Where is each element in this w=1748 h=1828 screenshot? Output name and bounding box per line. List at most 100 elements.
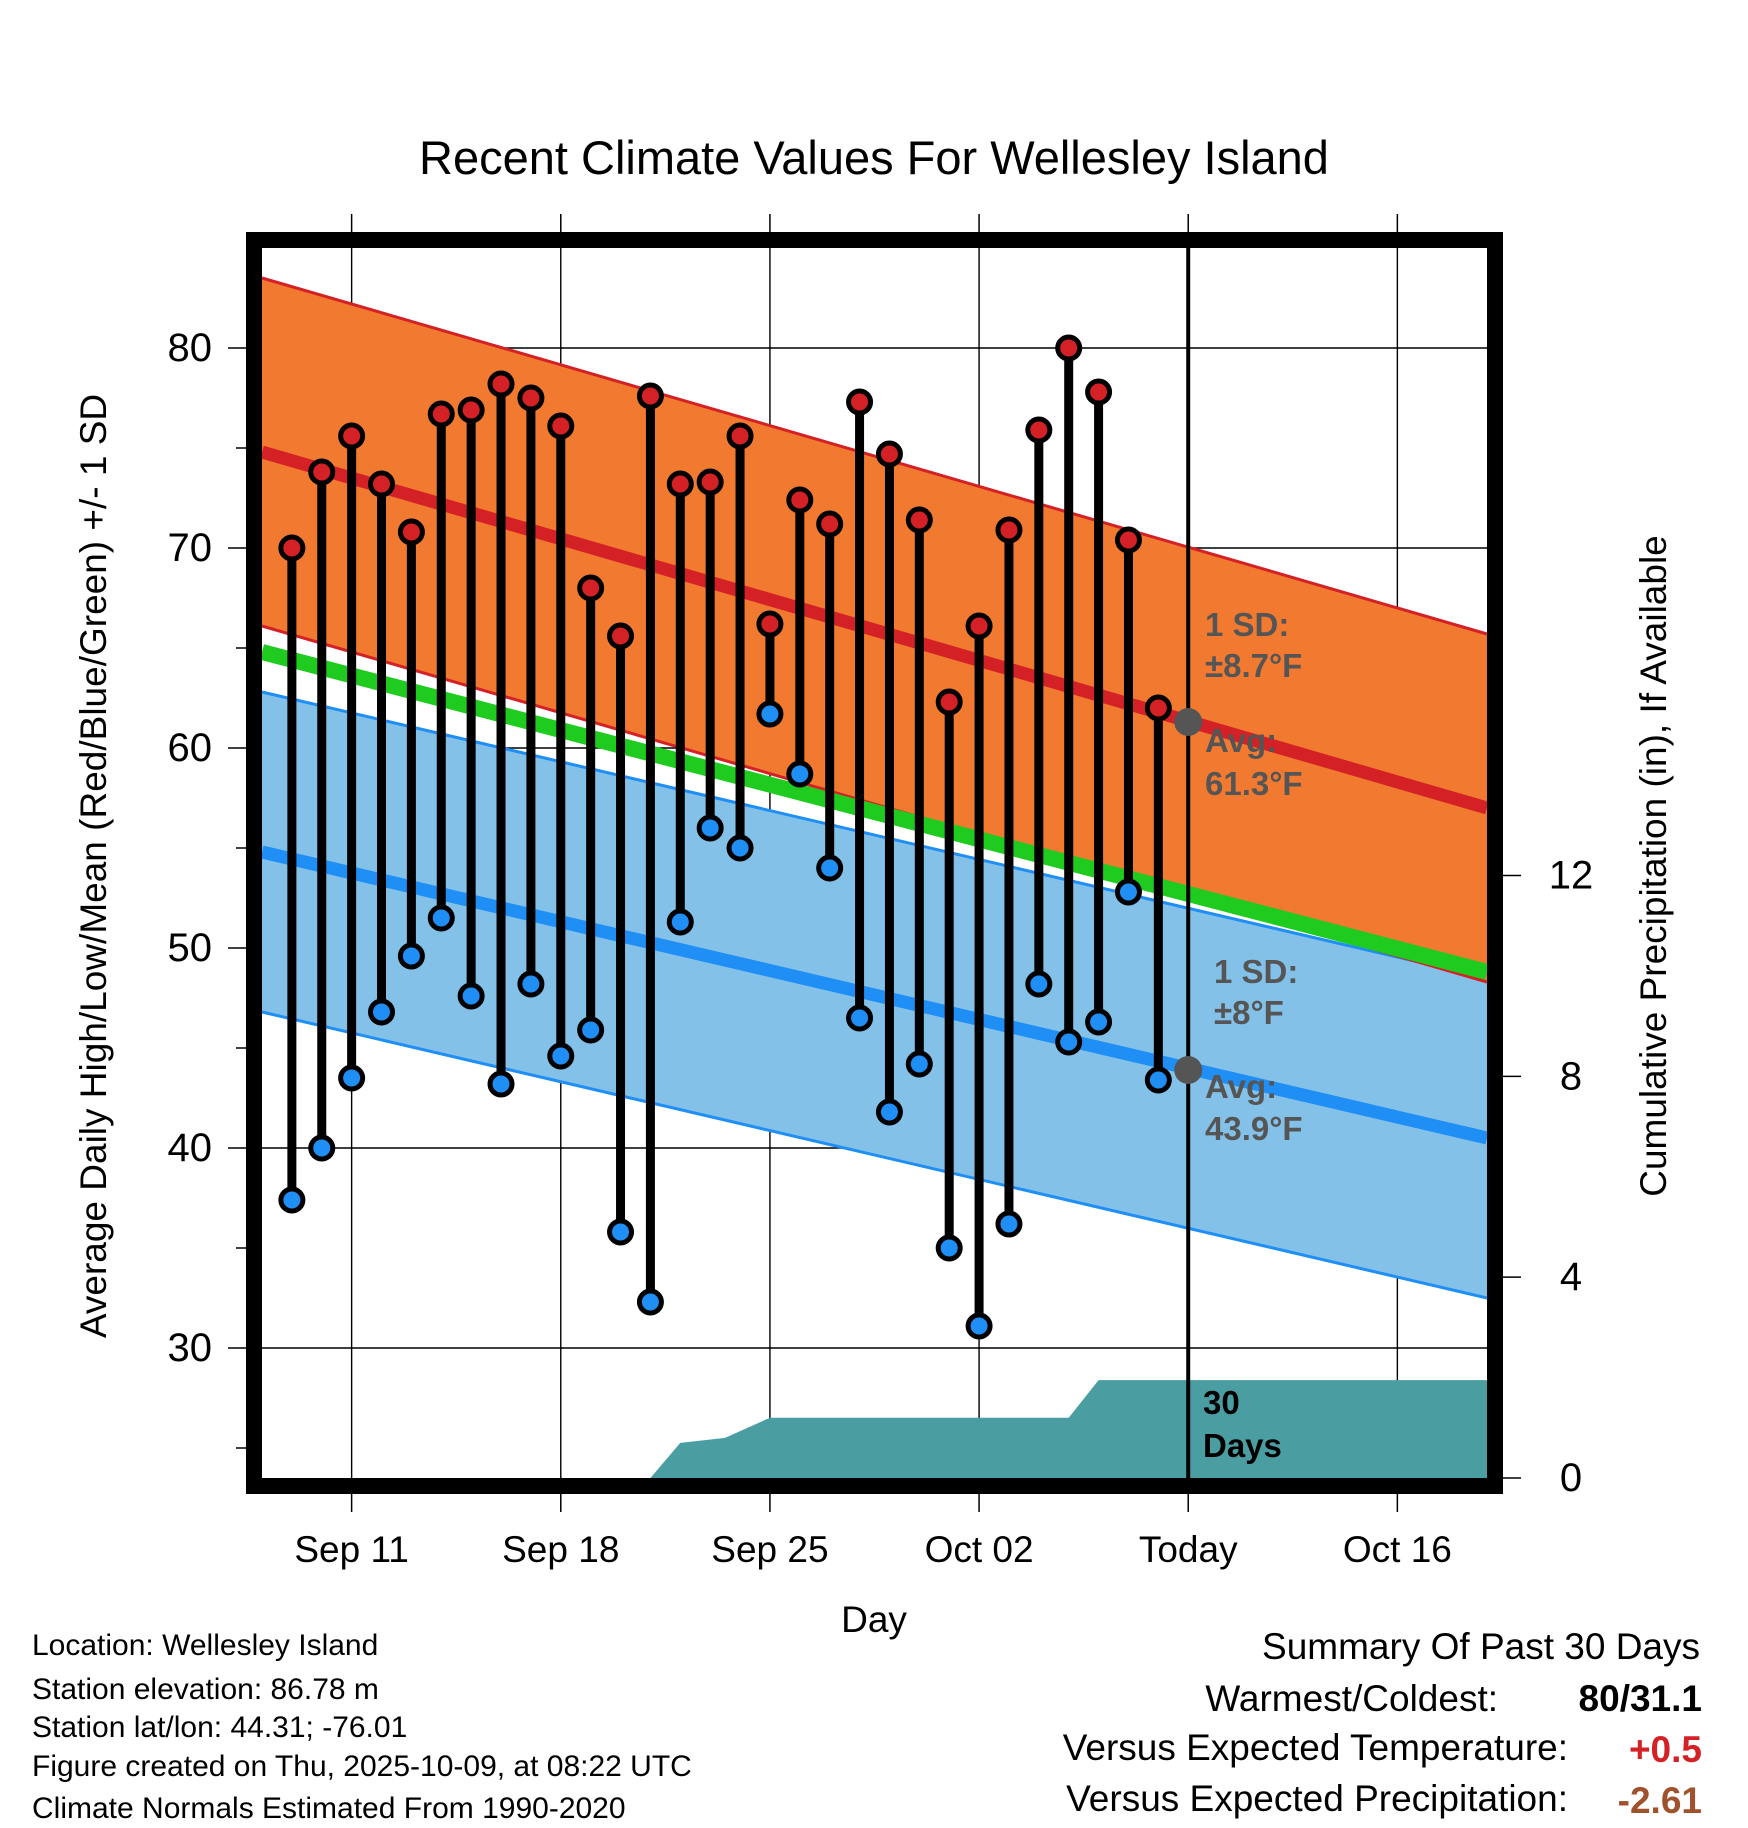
daily-high-point [547,412,575,440]
daily-low-point [905,1050,933,1078]
y-tick-label: 80 [168,326,213,370]
daily-low-point [487,1070,515,1098]
daily-high-point [1114,526,1142,554]
y2-tick-label: 4 [1560,1255,1582,1299]
warm-cold-label: Warmest/Coldest: [1205,1678,1498,1719]
daily-high-point [636,382,664,410]
axes: Sep 11 Sep 18 Sep 25 Oct 02 Today Oct 1630405… [168,214,1594,1570]
daily-low-point [696,814,724,842]
daily-low-point [875,1098,903,1126]
daily-low-point [1114,878,1142,906]
x-axis-title: Day [841,1599,907,1640]
summary-title: Summary Of Past 30 Days [1262,1626,1700,1667]
created-text: Figure created on Thu, 2025-10-09, at 08… [32,1750,692,1783]
precipitation-area [650,1380,1487,1478]
daily-high-point [816,510,844,538]
daily-high-point [487,370,515,398]
elevation-text: Station elevation: 86.78 m [32,1673,379,1706]
low-sd-value: ±8°F [1214,994,1284,1031]
x-tick-label: Sep 11 [294,1529,409,1570]
daily-low-point [786,760,814,788]
temp-vs-expected-label: Versus Expected Temperature: [1063,1727,1568,1768]
daily-low-point [666,908,694,936]
normal-low-line [260,845,1489,1145]
normal-bands [259,276,1490,1300]
x-tick-label: Oct 02 [925,1529,1034,1570]
warm-cold-value: 80/31.1 [1579,1678,1702,1719]
temp-vs-expected-value: +0.5 [1629,1729,1702,1770]
daily-high-point [368,470,396,498]
y2-tick-label: 12 [1549,854,1594,898]
y2-tick-label: 8 [1560,1054,1582,1098]
low-avg-label: Avg: [1205,1068,1277,1105]
daily-high-point [1085,378,1113,406]
daily-low-point [636,1288,664,1316]
y2-tick-label: 0 [1560,1456,1582,1500]
daily-high-point [577,574,605,602]
daily-low-point [846,1004,874,1032]
daily-low-point [577,1016,605,1044]
daily-high-point [278,534,306,562]
daily-high-point [786,486,814,514]
daily-high-point [1025,416,1053,444]
daily-high-point [995,516,1023,544]
daily-low-point [1055,1028,1083,1056]
daily-low-point [368,998,396,1026]
daily-low-point [995,1210,1023,1238]
low-sd-label: 1 SD: [1214,953,1298,990]
cumulative-precip-area [650,1380,1487,1478]
x-tick-label: Sep 25 [711,1529,828,1570]
y-tick-label: 50 [168,926,213,970]
plot-frame [246,232,1503,1494]
daily-low-point [517,970,545,998]
daily-low-point [278,1186,306,1214]
daily-low-point [338,1064,366,1092]
daily-high-point [726,422,754,450]
daily-high-point [935,688,963,716]
daily-high-point [457,396,485,424]
y-tick-label: 30 [168,1326,213,1370]
daily-high-point [666,470,694,498]
daily-low-point [308,1134,336,1162]
daily-low-point [397,942,425,970]
precip-vs-expected-value: -2.61 [1618,1780,1702,1821]
y-tick-label: 40 [168,1126,213,1170]
daily-high-point [1144,694,1172,722]
low-sd-band-upper-edge [261,690,1488,980]
daily-high-point [756,610,784,638]
daily-high-point [846,388,874,416]
high-sd-band-upper-edge [261,276,1488,636]
low-avg-value: 43.9°F [1205,1110,1303,1147]
daily-high-point [517,384,545,412]
high-sd-label: 1 SD: [1205,606,1289,643]
low-sd-band-lower-edge [261,1010,1488,1300]
y-tick-label: 60 [168,726,213,770]
daily-high-point [965,612,993,640]
daily-low-point [607,1218,635,1246]
daily-high-point [338,422,366,450]
chart-title: Recent Climate Values For Wellesley Isla… [419,131,1329,184]
daily-low-point [457,982,485,1010]
observed-values [278,334,1172,1340]
normal-high-line [260,445,1489,815]
normals-text: Climate Normals Estimated From 1990-2020 [32,1792,626,1825]
precip-vs-expected-label: Versus Expected Precipitation: [1066,1778,1568,1819]
daily-low-point [816,854,844,882]
daily-high-point [427,400,455,428]
daily-high-point [308,458,336,486]
daily-high-point [607,622,635,650]
daily-high-point [397,518,425,546]
daily-low-point [965,1312,993,1340]
daily-low-point [756,700,784,728]
daily-low-point [1025,970,1053,998]
daily-high-point [875,440,903,468]
daily-low-point [1144,1066,1172,1094]
daily-high-point [905,506,933,534]
days-label-number: 30 [1203,1384,1240,1421]
high-avg-marker [1174,708,1203,736]
daily-low-point [427,904,455,932]
x-tick-label: Oct 16 [1343,1529,1452,1570]
daily-high-point [1055,334,1083,362]
location-text: Location: Wellesley Island [32,1629,378,1662]
